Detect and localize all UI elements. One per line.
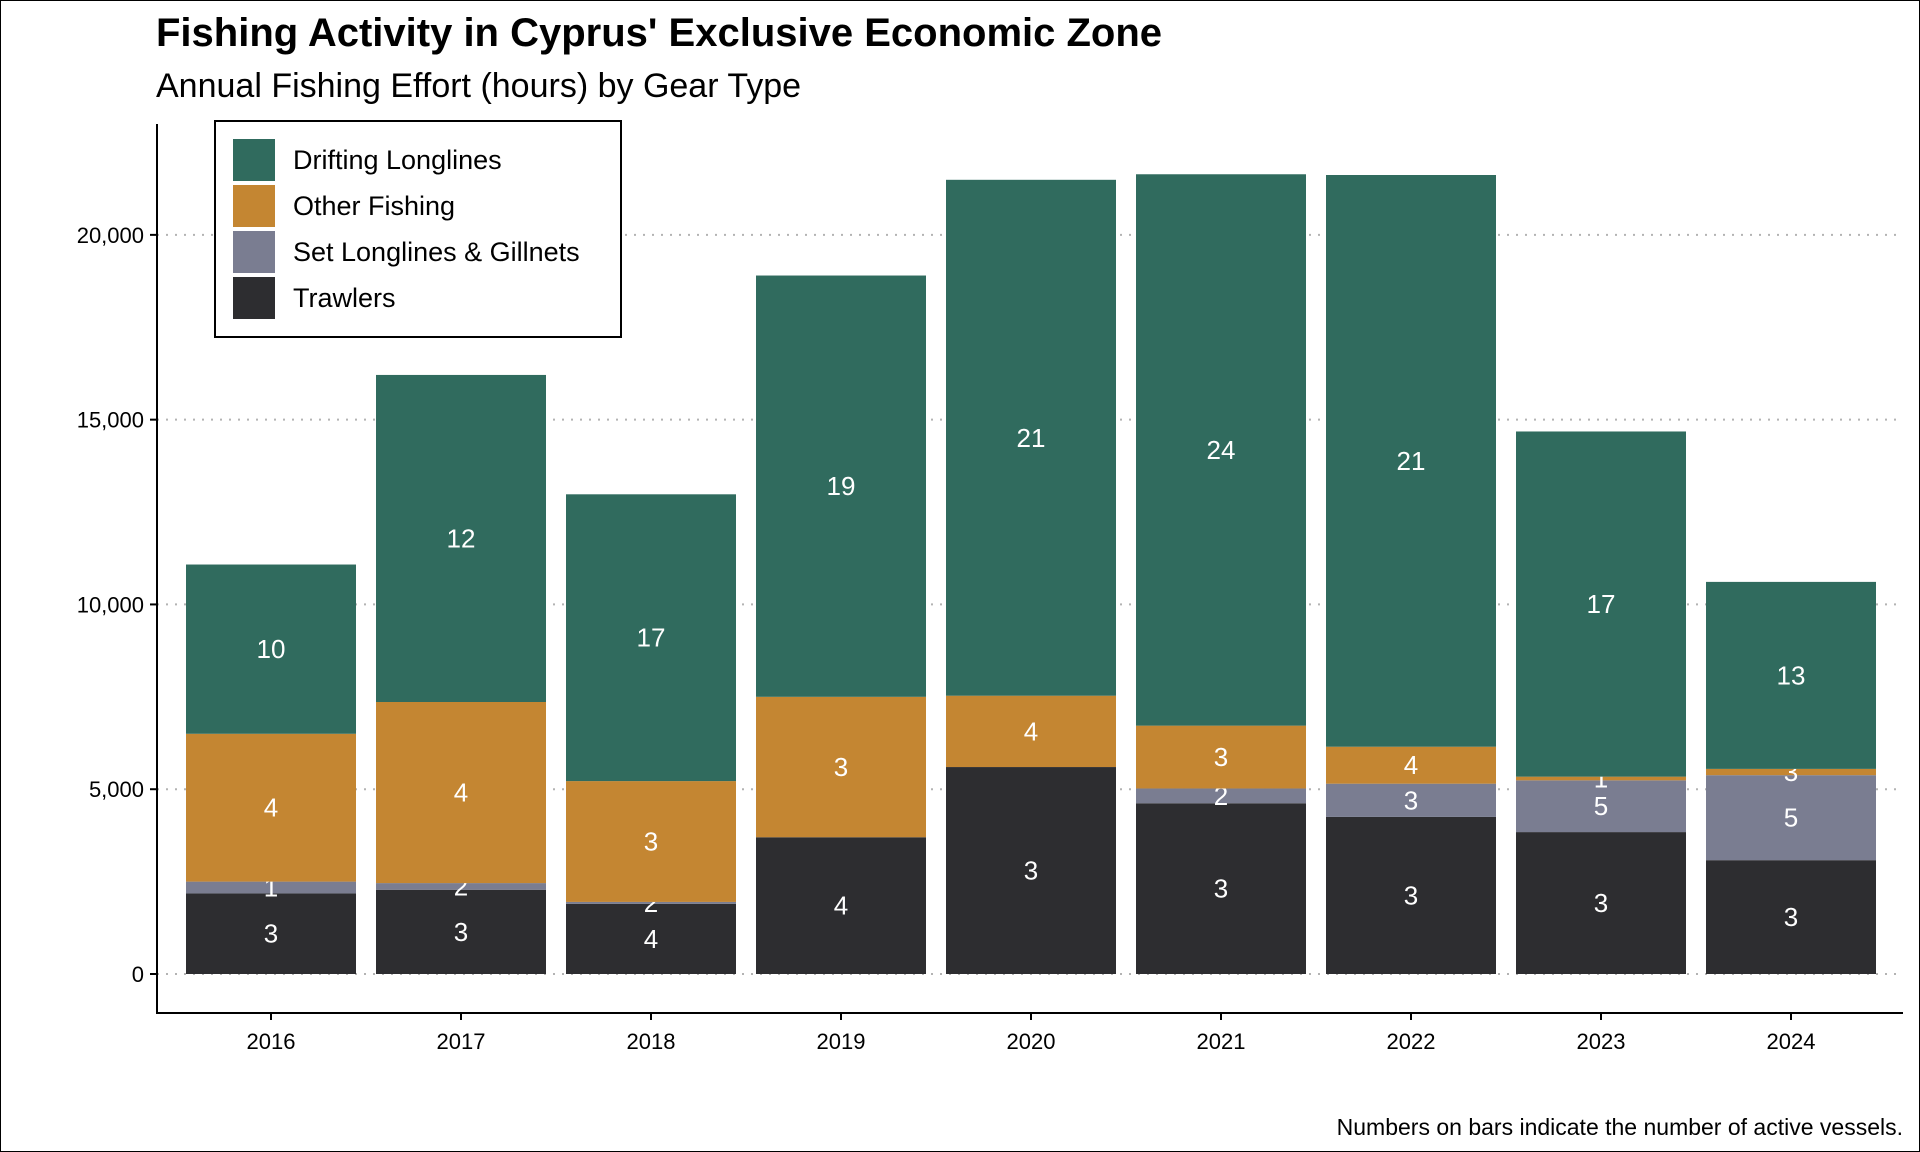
bar-segment-set-longlines-gillnets [566, 901, 736, 904]
bar-segment-trawlers [186, 893, 356, 974]
bar-segment-trawlers [1706, 860, 1876, 974]
legend-label: Trawlers [293, 283, 396, 313]
y-tick-label: 0 [132, 962, 144, 987]
bar-segment-drifting-longlines [566, 494, 736, 782]
y-tick-label: 15,000 [77, 408, 144, 433]
legend-label: Set Longlines & Gillnets [293, 237, 580, 267]
x-tick-label: 2020 [1007, 1029, 1056, 1054]
bar-segment-trawlers [1326, 816, 1496, 974]
x-tick-label: 2017 [437, 1029, 486, 1054]
vessel-count-label: 3 [264, 919, 278, 949]
legend-swatch [233, 277, 275, 319]
vessel-count-label: 3 [644, 827, 658, 857]
bar-segment-other-fishing [756, 696, 926, 838]
legend-label: Other Fishing [293, 191, 455, 221]
x-tick-label: 2019 [817, 1029, 866, 1054]
bar-segment-trawlers [756, 837, 926, 974]
x-tick-label: 2023 [1577, 1029, 1626, 1054]
x-tick-label: 2024 [1767, 1029, 1816, 1054]
bar-segment-drifting-longlines [1326, 175, 1496, 747]
bar-segment-drifting-longlines [756, 275, 926, 697]
vessel-count-label: 13 [1777, 660, 1806, 690]
vessel-count-label: 21 [1397, 446, 1426, 476]
vessel-count-label: 4 [264, 793, 278, 823]
vessel-count-label: 4 [644, 924, 658, 954]
bar-segment-set-longlines-gillnets [1706, 775, 1876, 861]
vessel-count-label: 10 [257, 634, 286, 664]
legend-swatch [233, 185, 275, 227]
vessel-count-label: 5 [1784, 803, 1798, 833]
x-tick-label: 2016 [247, 1029, 296, 1054]
vessel-count-label: 3 [1404, 785, 1418, 815]
bar-segment-drifting-longlines [1706, 581, 1876, 769]
bar-segment-set-longlines-gillnets [1326, 783, 1496, 817]
bar-segment-trawlers [1516, 832, 1686, 974]
vessel-count-label: 17 [1587, 589, 1616, 619]
vessel-count-label: 12 [447, 523, 476, 553]
vessel-count-label: 3 [454, 917, 468, 947]
vessel-count-label: 3 [1404, 880, 1418, 910]
vessel-count-label: 5 [1594, 791, 1608, 821]
bar-segment-drifting-longlines [1136, 174, 1306, 726]
bar-segment-other-fishing [1516, 776, 1686, 781]
bar-segment-trawlers [566, 903, 736, 974]
bar-segment-drifting-longlines [946, 179, 1116, 696]
chart-subtitle: Annual Fishing Effort (hours) by Gear Ty… [156, 67, 802, 105]
legend-swatch [233, 139, 275, 181]
vessel-count-label: 3 [1024, 856, 1038, 886]
legend-label: Drifting Longlines [293, 145, 502, 175]
vessel-count-label: 3 [1214, 742, 1228, 772]
x-tick-label: 2021 [1197, 1029, 1246, 1054]
vessel-count-label: 3 [1214, 874, 1228, 904]
bar-segment-other-fishing [186, 733, 356, 882]
bar-segment-drifting-longlines [186, 564, 356, 734]
y-tick-label: 10,000 [77, 592, 144, 617]
bar-segment-set-longlines-gillnets [1136, 788, 1306, 804]
bar-segment-trawlers [1136, 803, 1306, 974]
bar-segment-trawlers [946, 767, 1116, 974]
vessel-count-label: 24 [1207, 435, 1236, 465]
bar-segment-other-fishing [566, 781, 736, 902]
bar-segment-trawlers [376, 889, 546, 974]
chart-title: Fishing Activity in Cyprus' Exclusive Ec… [156, 11, 1163, 55]
vessel-count-label: 3 [834, 752, 848, 782]
bar-segment-other-fishing [1706, 768, 1876, 776]
bar-segment-set-longlines-gillnets [376, 883, 546, 890]
y-tick-label: 20,000 [77, 223, 144, 248]
bar-segment-drifting-longlines [376, 374, 546, 702]
x-tick-label: 2022 [1387, 1029, 1436, 1054]
vessel-count-label: 4 [834, 891, 848, 921]
y-tick-label: 5,000 [89, 777, 144, 802]
legend-box [214, 120, 622, 338]
vessel-count-label: 19 [827, 471, 856, 501]
bar-segment-other-fishing [946, 695, 1116, 768]
vessel-count-label: 3 [1594, 888, 1608, 918]
chart-caption: Numbers on bars indicate the number of a… [1336, 1114, 1903, 1140]
bar-segment-other-fishing [376, 702, 546, 884]
x-tick-label: 2018 [627, 1029, 676, 1054]
vessel-count-label: 4 [1404, 750, 1418, 780]
legend-swatch [233, 231, 275, 273]
bar-segment-drifting-longlines [1516, 431, 1686, 777]
vessel-count-label: 4 [454, 778, 468, 808]
vessel-count-label: 17 [637, 623, 666, 653]
bar-segment-other-fishing [1136, 725, 1306, 789]
vessel-count-label: 4 [1024, 716, 1038, 746]
bar-segment-other-fishing [1326, 746, 1496, 784]
bar-segment-set-longlines-gillnets [186, 881, 356, 894]
vessel-count-label: 3 [1784, 902, 1798, 932]
vessel-count-label: 21 [1017, 423, 1046, 453]
bar-segment-set-longlines-gillnets [1516, 780, 1686, 833]
